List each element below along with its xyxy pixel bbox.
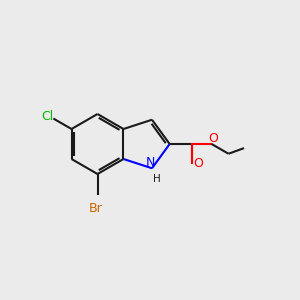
Text: N: N (146, 156, 155, 170)
Text: Br: Br (89, 202, 103, 215)
Text: Cl: Cl (41, 110, 53, 124)
Text: O: O (193, 157, 203, 170)
Text: O: O (208, 132, 218, 145)
Text: H: H (153, 174, 160, 184)
